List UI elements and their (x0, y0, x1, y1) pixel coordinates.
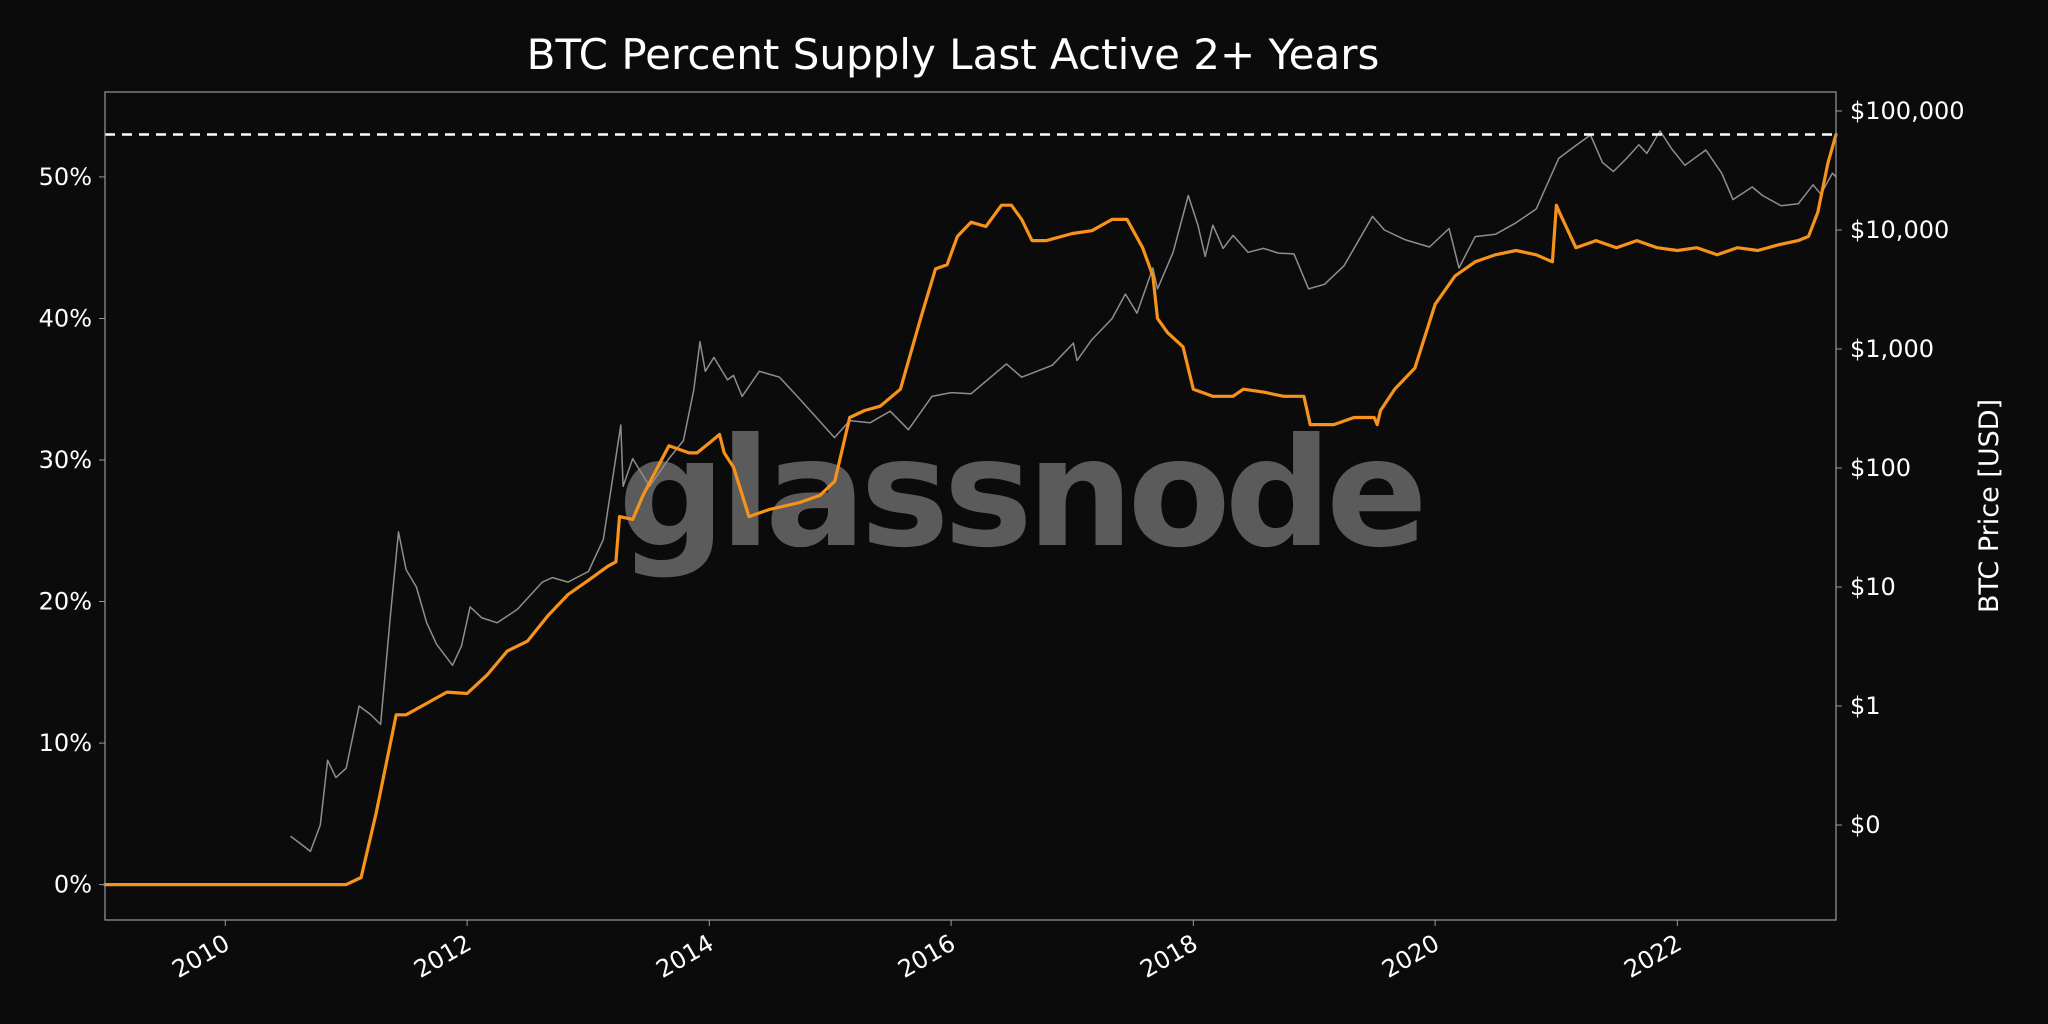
plot-frame (104, 91, 1837, 921)
left-y-tick-label: 30% (39, 446, 92, 474)
left-y-tick-label: 10% (39, 729, 92, 757)
left-y-tick-label: 40% (39, 304, 92, 332)
chart-title: BTC Percent Supply Last Active 2+ Years (527, 30, 1380, 79)
left-y-tick-label: 50% (39, 163, 92, 191)
left-y-tick-label: 20% (39, 588, 92, 616)
right-y-tick-label: $1,000 (1850, 335, 1934, 363)
right-y-tick-label: $0 (1850, 811, 1881, 839)
series-line-btc-price (290, 130, 1837, 853)
right-y-axis-label: BTC Price [USD] (1974, 399, 2005, 613)
watermark: glassnode (618, 407, 1422, 581)
right-y-tick-label: $1 (1850, 692, 1881, 720)
right-y-tick-label: $100 (1850, 454, 1911, 482)
right-y-tick-label: $10,000 (1850, 216, 1949, 244)
right-y-tick-label: $10 (1850, 573, 1896, 601)
right-y-tick-label: $100,000 (1850, 97, 1965, 125)
series-line-supply-last-active-2y (103, 132, 1838, 887)
left-y-tick-label: 0% (54, 871, 92, 899)
